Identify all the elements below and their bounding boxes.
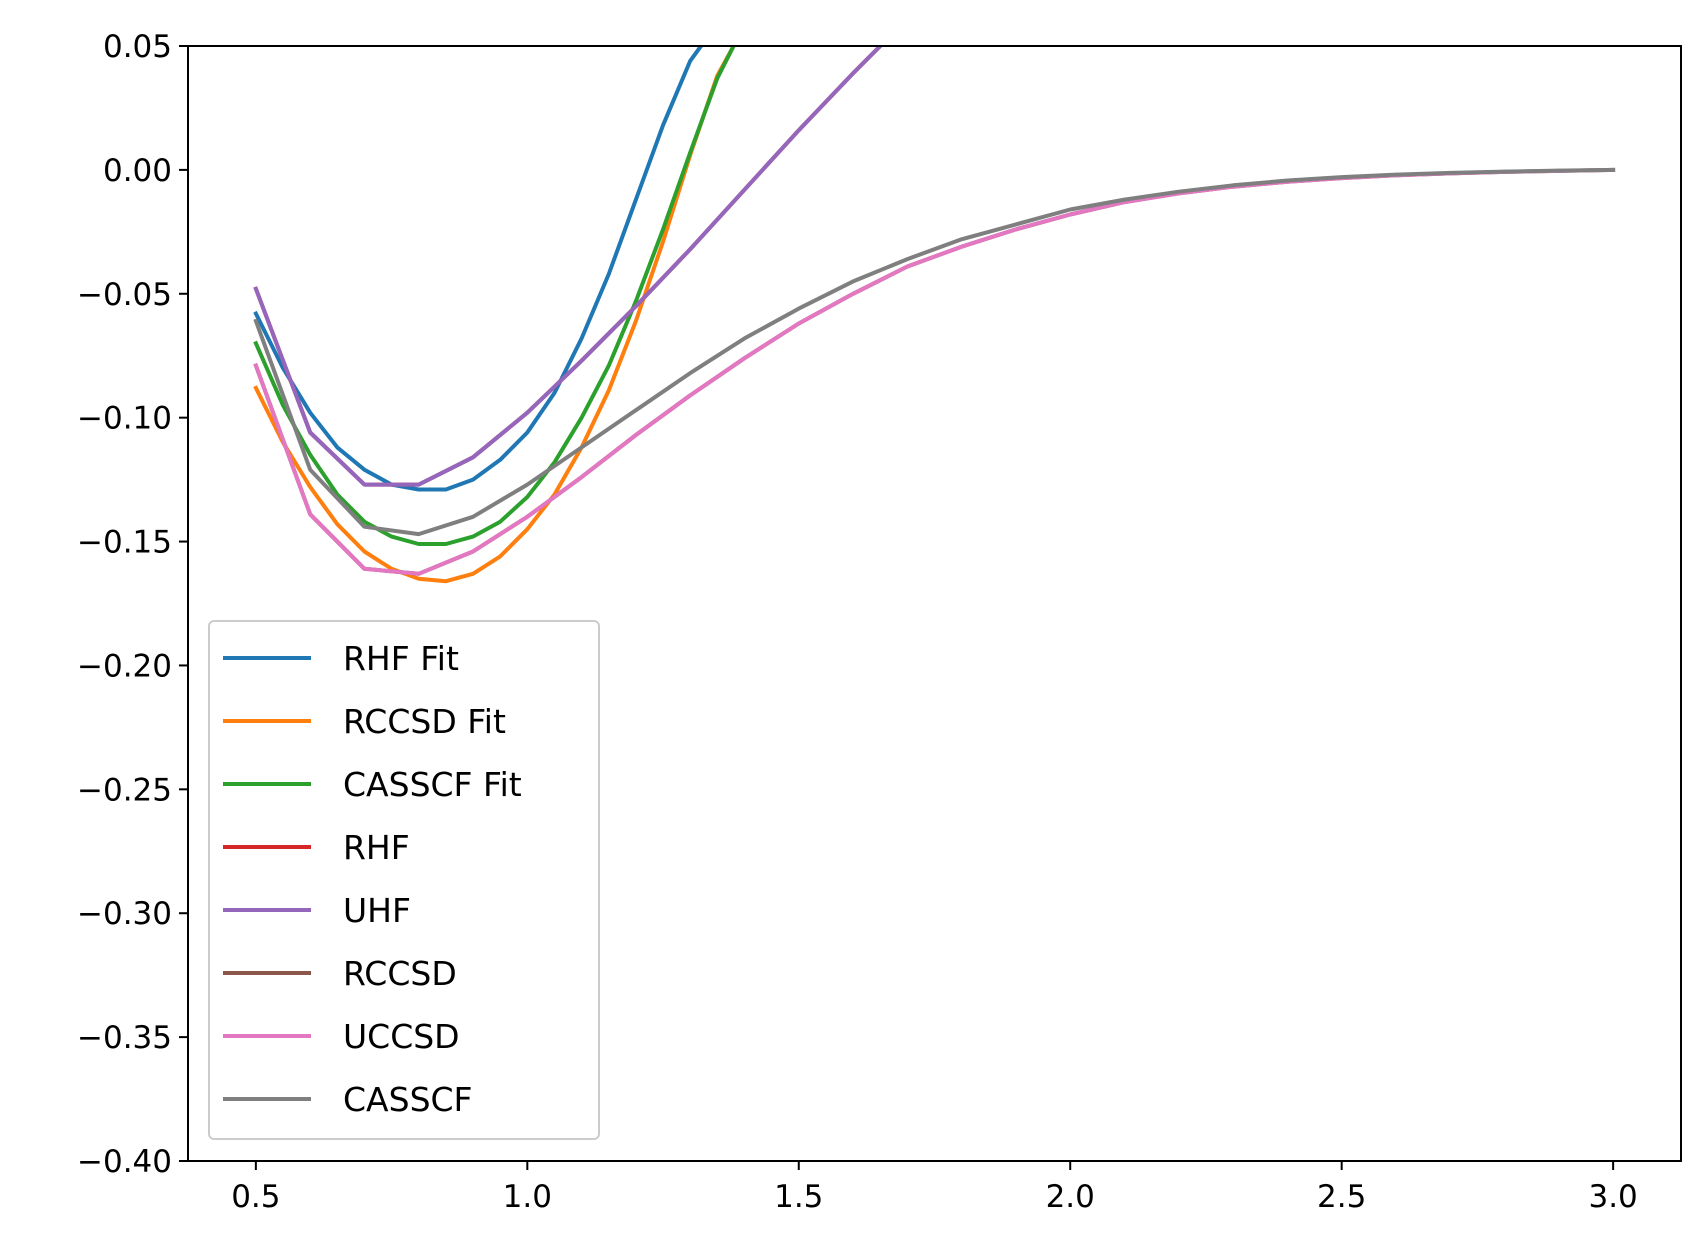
legend-label: CASSCF Fit (343, 765, 522, 804)
legend-label: RCCSD (343, 954, 457, 993)
legend-label: RCCSD Fit (343, 702, 506, 741)
series-line-casscf (253, 167, 1616, 537)
y-tick-label: 0.00 (103, 153, 172, 189)
series-line-rhf-fit (253, 46, 704, 492)
series-line-rccsd-fit (253, 46, 736, 584)
series-line-casscf-fit (253, 46, 736, 546)
y-tick-label: −0.30 (77, 896, 172, 932)
x-axis: 0.5 1.0 1.5 2.0 2.5 3.0 (231, 1161, 1638, 1215)
x-tick-label: 2.0 (1046, 1179, 1095, 1215)
x-tick-label: 2.5 (1317, 1179, 1366, 1215)
y-axis: 0.05 0.00 −0.05 −0.10 −0.15 −0.20 −0.25 −0.30 −0… (77, 29, 188, 1180)
y-tick-label: −0.40 (77, 1144, 172, 1180)
y-tick-label: −0.25 (77, 772, 172, 808)
legend-label: UCCSD (343, 1017, 460, 1056)
legend-label: UHF (343, 891, 411, 930)
series-line-uhf (253, 46, 884, 487)
series-layer (253, 46, 1616, 584)
x-tick-label: 1.5 (774, 1179, 823, 1215)
legend-label: CASSCF (343, 1080, 473, 1119)
legend-box (208, 620, 600, 1140)
x-tick-label: 1.0 (503, 1179, 552, 1215)
y-tick-label: −0.10 (77, 401, 172, 437)
legend-label: RHF Fit (343, 639, 459, 678)
y-tick-label: −0.20 (77, 648, 172, 684)
y-tick-label: −0.05 (77, 277, 172, 313)
x-tick-label: 3.0 (1588, 1179, 1637, 1215)
legend-label: RHF (343, 828, 410, 867)
x-tick-label: 0.5 (231, 1179, 280, 1215)
plot-frame (187, 45, 1682, 1162)
y-tick-label: −0.35 (77, 1020, 172, 1056)
y-tick-label: 0.05 (103, 29, 172, 65)
y-tick-label: −0.15 (77, 525, 172, 561)
legend: RHF Fit RCCSD Fit CASSCF Fit RHF UHF RCCSD UCC… (208, 620, 600, 1140)
